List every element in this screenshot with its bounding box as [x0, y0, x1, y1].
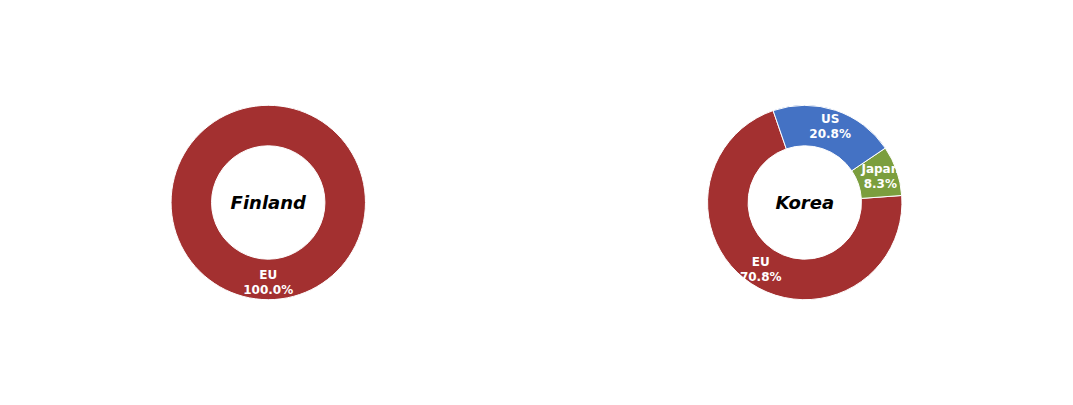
svg-text:EU: EU: [259, 268, 277, 282]
svg-text:Finland: Finland: [231, 192, 307, 213]
svg-text:US: US: [821, 112, 839, 126]
svg-text:20.8%: 20.8%: [809, 127, 851, 141]
svg-text:100.0%: 100.0%: [243, 283, 293, 297]
svg-text:70.8%: 70.8%: [740, 270, 782, 284]
svg-text:Japan: Japan: [860, 162, 899, 176]
svg-text:8.3%: 8.3%: [864, 177, 897, 191]
svg-text:Korea: Korea: [775, 192, 834, 213]
svg-text:EU: EU: [752, 255, 770, 269]
